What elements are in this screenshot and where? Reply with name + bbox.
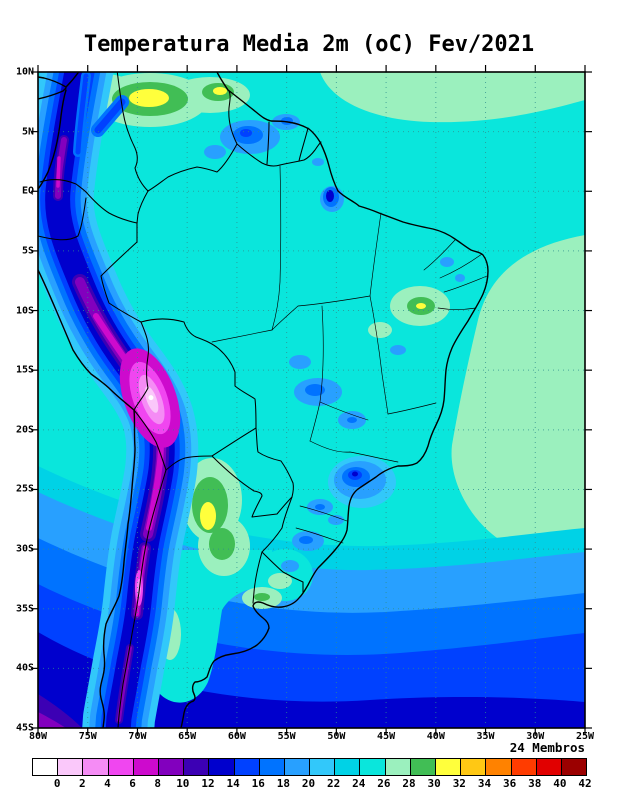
colorbar-cell	[385, 759, 411, 775]
colorbar-tick-label: 6	[129, 777, 136, 790]
colorbar-tick-label: 24	[352, 777, 366, 790]
chart-title: Temperatura Media 2m (oC) Fev/2021	[83, 32, 535, 57]
lon-tick-label: 70W	[128, 731, 147, 742]
colorbar-tick-label: 20	[301, 777, 316, 790]
lon-tick-label: 60W	[227, 731, 246, 742]
colorbar-cell	[259, 759, 285, 775]
colorbar-tick-label: 14	[226, 777, 240, 790]
colorbar-cell	[108, 759, 134, 775]
lon-tick-label: 65W	[178, 731, 197, 742]
colorbar-cell	[58, 759, 84, 775]
colorbar-cell	[335, 759, 361, 775]
lon-tick-label: 80W	[28, 731, 48, 742]
lon-tick-label: 40W	[426, 731, 445, 742]
colorbar-tick-label: 32	[452, 777, 466, 790]
colorbar-cell	[33, 759, 59, 775]
colorbar-cell	[436, 759, 462, 775]
lon-tick-label: 75W	[78, 731, 97, 742]
colorbar-tick-label: 12	[201, 777, 215, 790]
state-borders	[211, 165, 488, 544]
ensemble-members-label: 24 Membros	[509, 740, 585, 755]
colorbar-cell	[461, 759, 487, 775]
colorbar-cell	[410, 759, 436, 775]
lat-tick-label: 45S	[15, 722, 34, 734]
lat-tick-label: 25S	[15, 483, 34, 495]
colorbar-tick-label: 18	[276, 777, 290, 790]
colorbar-cell	[284, 759, 311, 775]
axis-ticks	[31, 65, 592, 735]
lon-tick-label: 55W	[277, 731, 296, 742]
colorbar-cell	[83, 759, 109, 775]
lat-tick-label: 10N	[15, 66, 34, 78]
colorbar-cell	[536, 759, 562, 775]
colorbar-tick-label: 40	[553, 777, 567, 790]
lon-tick-label: 30W	[526, 731, 545, 742]
colorbar-cell	[511, 759, 537, 775]
grid-lines	[38, 72, 585, 728]
colorbar-cell	[184, 759, 210, 775]
colorbar-tick-label: 8	[154, 777, 161, 790]
colorbar-cell	[133, 759, 159, 775]
colorbar-cell	[209, 759, 235, 775]
colorbar-tick-label: 34	[477, 777, 492, 790]
lat-tick-label: 35S	[15, 603, 34, 615]
colorbar-tick-label: 30	[427, 777, 441, 790]
coastlines	[38, 72, 489, 728]
colorbar-cell	[486, 759, 512, 775]
map-frame	[37, 71, 586, 729]
colorbar-tick-label: 16	[251, 777, 265, 790]
lon-tick-label: 50W	[327, 731, 346, 742]
colorbar-cell	[310, 759, 336, 775]
colorbar-cell	[561, 759, 587, 775]
lon-tick-label: 25W	[575, 731, 595, 742]
colorbar-cell	[158, 759, 185, 775]
colorbar-tick-label: 36	[502, 777, 517, 790]
colorbar-tick-label: 26	[377, 777, 391, 790]
colorbar-tick-label: 42	[578, 777, 592, 790]
colorbar-tick-label: 38	[528, 777, 542, 790]
colorbar-tick-label: 22	[327, 777, 341, 790]
lat-tick-label: 5N	[21, 126, 34, 138]
lat-tick-label: 15S	[15, 364, 34, 376]
country-borders	[38, 72, 322, 728]
colorbar-tick-label: 0	[53, 777, 61, 790]
colorbar-tick-label: 2	[78, 777, 86, 790]
lon-tick-label: 35W	[476, 731, 495, 742]
colorbar	[32, 758, 587, 776]
lat-tick-label: EQ	[21, 185, 34, 197]
colorbar-tick-label: 10	[176, 777, 190, 790]
lat-tick-label: 40S	[15, 662, 34, 674]
colorbar-cell	[360, 759, 386, 775]
lon-tick-label: 45W	[377, 731, 396, 742]
colorbar-tick-label: 28	[402, 777, 416, 790]
colorbar-cell	[234, 759, 260, 775]
lat-tick-label: 20S	[15, 424, 34, 436]
lat-tick-label: 5S	[21, 245, 34, 257]
lat-tick-label: 10S	[15, 305, 34, 317]
lat-tick-label: 30S	[15, 543, 34, 555]
colorbar-tick-label: 4	[104, 777, 111, 790]
